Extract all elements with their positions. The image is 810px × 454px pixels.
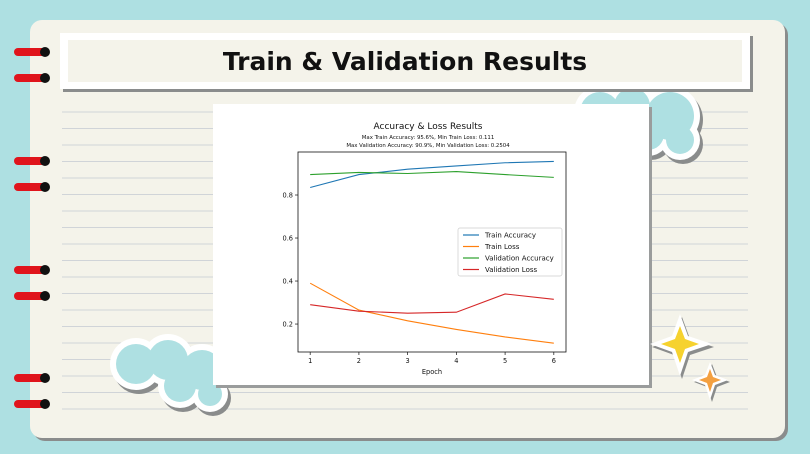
x-axis-label: Epoch (422, 368, 442, 376)
x-tick-label: 4 (454, 357, 458, 365)
series-line-validation-accuracy (310, 171, 554, 178)
chart-legend: Train Accuracy Train Loss Validation Accur… (457, 227, 563, 277)
legend-label: Validation Loss (485, 266, 537, 274)
binder-ring-icon (14, 73, 50, 83)
binder-ring-icon (14, 156, 50, 166)
binder-ring-icon (14, 399, 50, 409)
cloud-icon (110, 334, 231, 416)
binder-ring-icon (14, 291, 50, 301)
series-lines (309, 160, 554, 344)
x-tick-label: 6 (552, 357, 556, 365)
x-tick-label: 1 (308, 357, 312, 365)
star-icon (692, 362, 730, 402)
series-line-validation-loss (310, 293, 554, 314)
star-icon (650, 314, 714, 379)
legend-label: Train Loss (484, 243, 520, 251)
y-tick-label: 0.8 (283, 191, 294, 199)
accuracy-loss-chart: Accuracy & Loss Results Max Train Accura… (283, 122, 567, 376)
x-tick-label: 3 (406, 357, 410, 365)
y-tick-label: 0.6 (283, 234, 294, 242)
chart-card: Accuracy & Loss Results Max Train Accura… (213, 104, 649, 385)
chart-title: Accuracy & Loss Results (374, 122, 483, 132)
chart-subtitle-line-1: Max Train Accuracy: 95.6%, Min Train Los… (362, 135, 495, 141)
x-tick-label: 5 (503, 357, 507, 365)
chart-subtitle-line-2: Max Validation Accuracy: 90.9%, Min Vali… (346, 143, 510, 149)
plot-frame (297, 151, 567, 353)
y-axis: 0.2 0.4 0.6 0.8 (283, 191, 298, 328)
binder-ring-icon (14, 373, 50, 383)
binder-ring-icon (14, 47, 50, 57)
binder-ring-icon (14, 182, 50, 192)
legend-box (457, 227, 563, 277)
page-title: Train & Validation Results (222, 46, 588, 76)
title-banner: Train & Validation Results (60, 33, 750, 89)
y-tick-label: 0.4 (283, 277, 294, 285)
series-line-train-accuracy (310, 160, 554, 189)
x-tick-label: 2 (357, 357, 361, 365)
series-line-train-loss (309, 282, 554, 344)
binder-ring-icon (14, 265, 50, 275)
x-axis: 1 2 3 4 5 6 (308, 352, 556, 365)
legend-label: Validation Accuracy (485, 254, 554, 262)
y-tick-label: 0.2 (283, 320, 294, 328)
legend-label: Train Accuracy (484, 231, 536, 239)
